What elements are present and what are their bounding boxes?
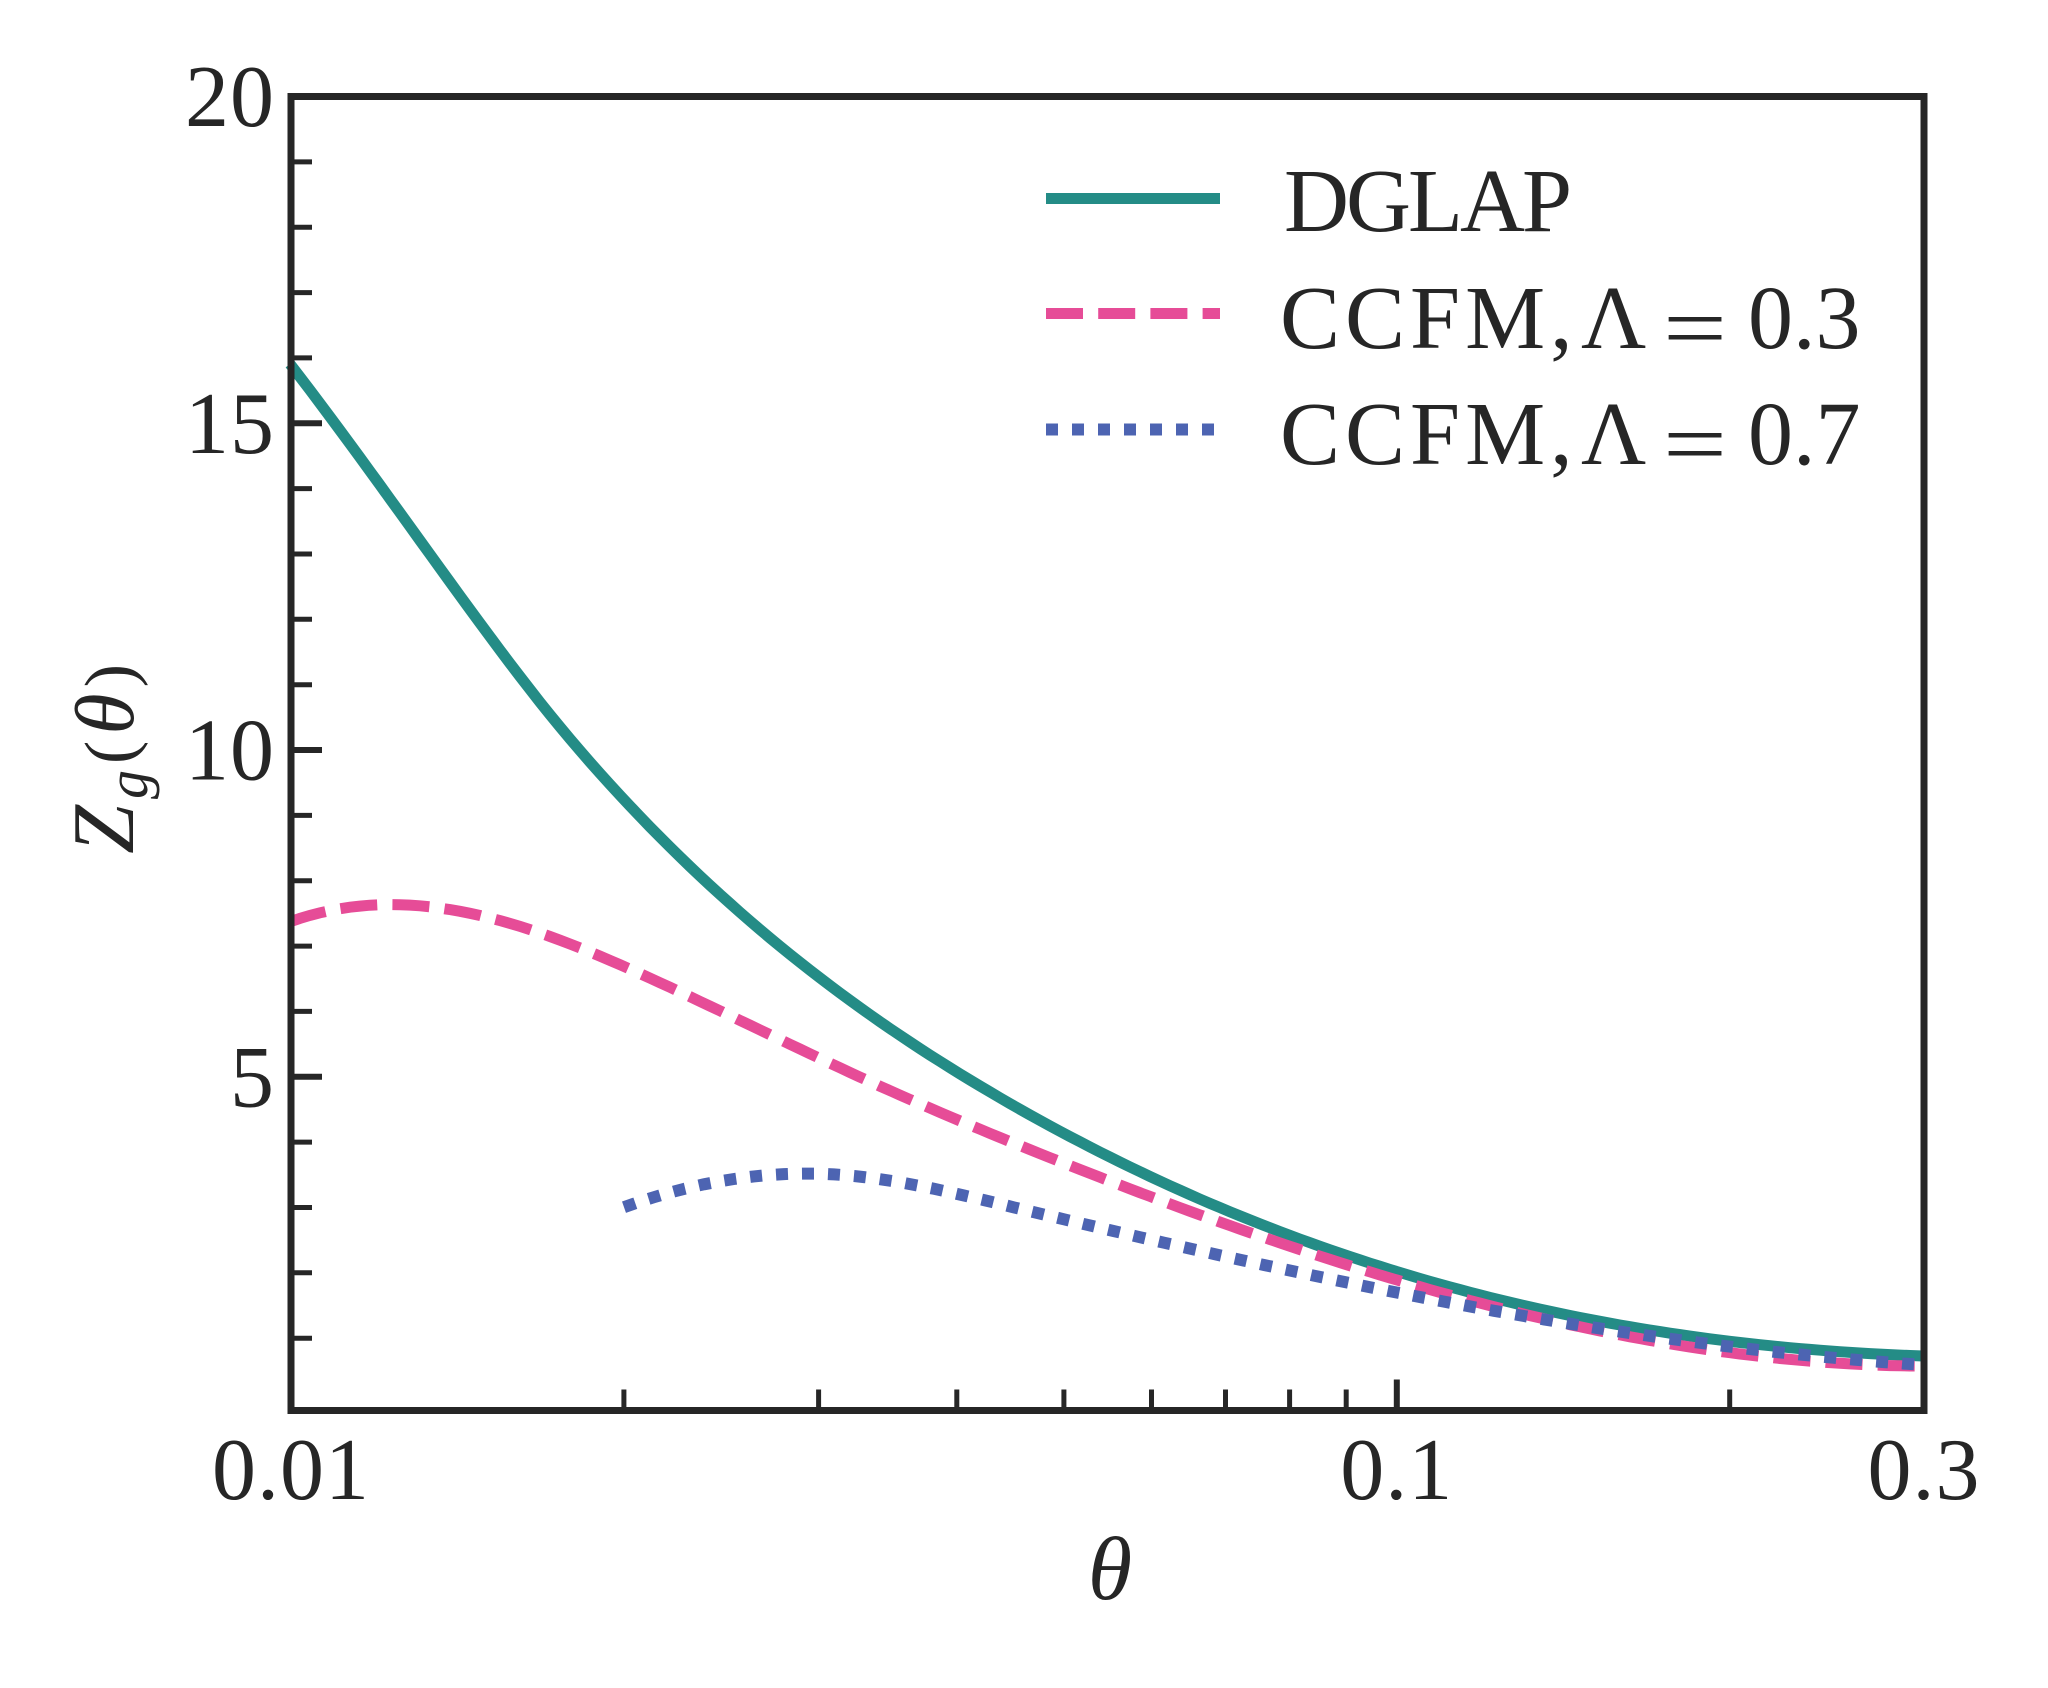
svg-text:θ: θ xyxy=(1088,1520,1132,1619)
svg-text:10: 10 xyxy=(185,703,275,800)
svg-text:0.01: 0.01 xyxy=(212,1422,370,1519)
svg-text:Λ: Λ xyxy=(1581,385,1646,484)
svg-text:=: = xyxy=(1663,395,1727,494)
svg-text:0.3: 0.3 xyxy=(1868,1422,1981,1519)
svg-text:Λ: Λ xyxy=(1581,269,1646,368)
svg-text:5: 5 xyxy=(230,1029,275,1126)
svg-text:Zg(θ): Zg(θ) xyxy=(56,658,160,854)
svg-text:=: = xyxy=(1663,279,1727,378)
svg-text:0.7: 0.7 xyxy=(1748,385,1861,484)
svg-text:DGLAP: DGLAP xyxy=(1284,152,1569,251)
svg-text:CCFM,: CCFM, xyxy=(1280,269,1578,368)
svg-text:0.3: 0.3 xyxy=(1748,269,1861,368)
svg-text:20: 20 xyxy=(185,49,275,146)
svg-text:0.1: 0.1 xyxy=(1340,1422,1453,1519)
svg-text:15: 15 xyxy=(185,376,275,473)
svg-text:CCFM,: CCFM, xyxy=(1280,385,1578,484)
